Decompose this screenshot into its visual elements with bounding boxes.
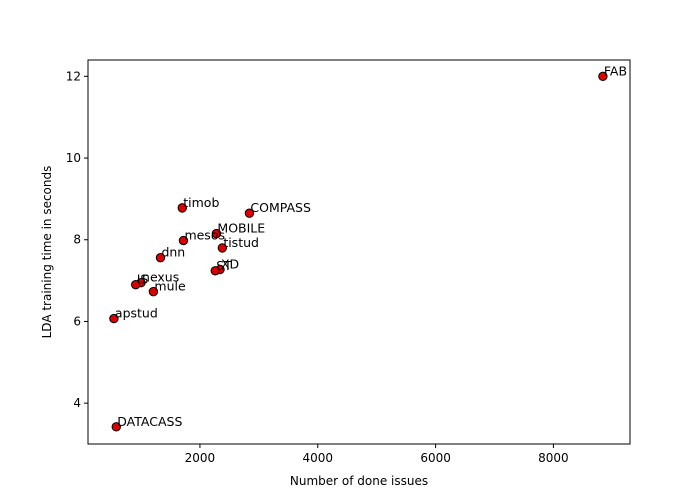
y-axis-label: LDA training time in seconds xyxy=(40,166,54,339)
y-tick-label: 12 xyxy=(66,69,81,83)
data-point xyxy=(109,313,119,324)
y-tick-label: 10 xyxy=(66,151,81,165)
data-point xyxy=(131,279,141,290)
data-point-label: timob xyxy=(183,195,219,210)
x-tick-label: 2000 xyxy=(185,451,216,465)
data-point xyxy=(217,243,228,253)
data-point xyxy=(244,208,255,218)
y-tick-label: 6 xyxy=(73,314,81,328)
data-point-label: nexus xyxy=(142,270,179,285)
x-tick-label: 6000 xyxy=(420,451,451,465)
data-point-label: mesos xyxy=(184,228,225,243)
data-point-label: dnn xyxy=(161,245,185,260)
y-tick-label: 8 xyxy=(73,233,81,247)
data-point-label: DATACASS xyxy=(117,414,182,429)
data-point xyxy=(210,266,220,276)
data-point-label: MOBILE xyxy=(217,221,265,236)
data-point-label: tistud xyxy=(223,235,259,250)
data-point xyxy=(598,71,608,82)
axis-ticks: 2000 4000 6000 8000 4 6 8 10 12 xyxy=(66,69,569,465)
data-point-label: apstud xyxy=(115,306,158,321)
data-point xyxy=(211,228,222,239)
x-tick-label: 8000 xyxy=(538,451,569,465)
x-axis-label: Number of done issues xyxy=(290,474,428,488)
data-point xyxy=(148,286,159,297)
data-point xyxy=(178,235,189,246)
data-point-label: XD xyxy=(221,257,239,272)
data-point-label: mule xyxy=(154,279,186,294)
data-point-label: FAB xyxy=(604,63,627,78)
data-point-label: ST xyxy=(216,258,232,273)
data-point-label: COMPASS xyxy=(250,200,311,215)
data-point xyxy=(155,253,166,263)
y-tick-label: 4 xyxy=(73,396,81,410)
data-point xyxy=(111,422,121,432)
data-point-label: IS xyxy=(137,272,149,287)
plot-area xyxy=(87,59,631,445)
x-tick-label: 4000 xyxy=(302,451,333,465)
data-point xyxy=(177,203,187,213)
